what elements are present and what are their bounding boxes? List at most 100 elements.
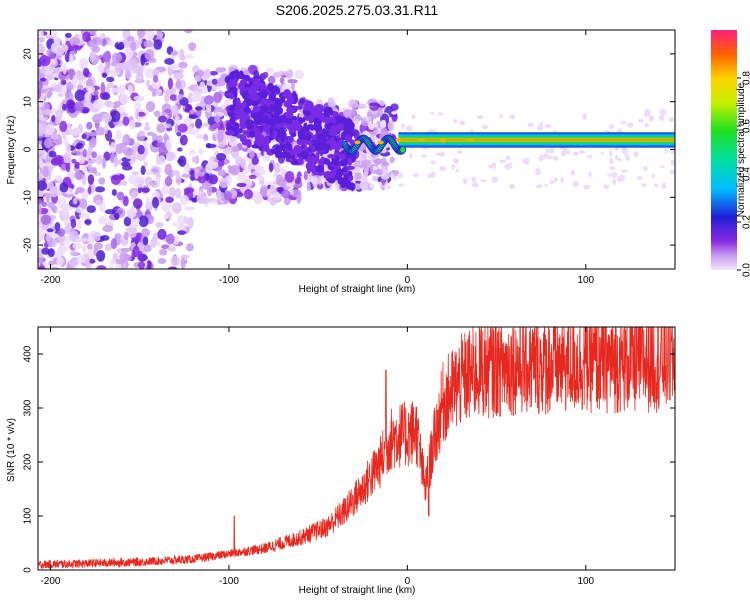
spectrogram-blob xyxy=(215,67,227,73)
spectrogram-blob xyxy=(206,143,217,149)
spectrogram-blob xyxy=(156,176,161,187)
spectrogram-blob xyxy=(211,78,218,85)
spectrogram-blob xyxy=(173,72,184,80)
spectrogram-blob xyxy=(165,196,174,203)
spectrogram-blob xyxy=(74,161,80,169)
snr-x-ticks: -200 -100 0 100 xyxy=(40,327,595,587)
spectrogram-blob xyxy=(87,163,92,171)
spectrogram-blob xyxy=(76,219,82,231)
spectrogram-blob xyxy=(341,166,348,173)
spectrogram-blob xyxy=(113,156,119,168)
spectrogram-blob xyxy=(616,157,623,162)
spectrogram-blob xyxy=(198,148,204,155)
spectrogram-blob xyxy=(142,236,149,246)
spectrogram-blob xyxy=(285,110,294,120)
spectrogram-x-tick-label: -200 xyxy=(40,275,60,286)
spectrogram-blob xyxy=(161,244,170,250)
spectrogram-blob xyxy=(109,260,117,265)
spectrogram-blob xyxy=(61,157,72,163)
spectrogram-blob xyxy=(40,214,52,226)
spectrogram-blob xyxy=(61,208,70,219)
spectrogram-blob xyxy=(214,114,221,124)
spectrogram-blob xyxy=(164,93,170,103)
spectrogram-blob xyxy=(79,59,86,69)
spectrogram-blob xyxy=(78,155,86,165)
spectrogram-blob xyxy=(123,231,129,241)
spectrogram-blob xyxy=(287,79,298,84)
spectrogram-blob xyxy=(250,94,261,101)
snr-x-label: Height of straight line (km) xyxy=(299,585,416,596)
spectrogram-blob xyxy=(323,159,330,165)
spectrogram-blob xyxy=(56,256,64,266)
spectrogram-blob xyxy=(73,101,84,112)
spectrogram-blob xyxy=(158,115,168,123)
spectrogram-blob xyxy=(96,265,107,269)
spectrogram-blob xyxy=(252,78,261,88)
spectrogram-blob xyxy=(238,128,243,134)
spectrogram-blob xyxy=(159,248,168,256)
spectrogram-blob xyxy=(156,135,164,143)
spectrogram-blob xyxy=(189,109,195,114)
spectrogram-blob xyxy=(241,90,249,100)
spectrogram-blob xyxy=(95,126,106,136)
spectrogram-blob xyxy=(64,32,72,38)
spectrogram-blob xyxy=(453,157,460,164)
spectrogram-blob xyxy=(354,172,362,180)
spectrogram-blob xyxy=(101,113,112,123)
spectrogram-blob xyxy=(387,119,395,132)
spectrogram-blob xyxy=(171,170,181,176)
spectrogram-blob xyxy=(54,221,61,232)
spectrogram-blob xyxy=(38,150,44,161)
spectrogram-blob xyxy=(134,101,142,111)
spectrogram-blob xyxy=(653,183,660,187)
spectrogram-blob xyxy=(38,68,41,76)
spectrogram-blob xyxy=(39,77,47,82)
spectrogram-blob xyxy=(109,141,117,154)
spectrogram-blob xyxy=(104,100,113,107)
spectrogram-blob xyxy=(64,37,72,43)
spectrogram-blob xyxy=(91,45,101,53)
spectrogram-blob xyxy=(246,178,253,186)
spectrogram-blob xyxy=(369,183,375,189)
spectrogram-blob xyxy=(609,157,614,165)
spectrogram-blob xyxy=(313,123,323,132)
spectrogram-blob xyxy=(453,119,458,124)
spectrogram-y-label: Frequency (Hz) xyxy=(6,116,17,185)
spectrogram-blob xyxy=(216,152,227,161)
spectrogram-y-ticks: -20 -10 0 10 20 xyxy=(23,48,675,252)
spectrogram-blob xyxy=(38,228,45,241)
spectrogram-blob xyxy=(118,41,125,50)
spectrogram-blob xyxy=(668,116,674,123)
spectrogram-blob xyxy=(48,52,56,60)
spectrogram-blob xyxy=(437,112,444,116)
spectrogram-blob xyxy=(439,166,447,172)
spectrogram-blob xyxy=(48,181,54,190)
spectrogram-blob xyxy=(82,108,89,114)
spectrogram-blob xyxy=(228,104,236,112)
spectrogram-blob xyxy=(297,157,304,164)
spectrogram-blob xyxy=(430,160,436,165)
spectrogram-blob xyxy=(128,174,139,185)
spectrogram-blob xyxy=(231,146,240,152)
spectrogram-blob xyxy=(155,68,160,76)
spectrogram-blob xyxy=(164,176,173,187)
spectrogram-blob xyxy=(624,152,629,159)
spectrogram-blob xyxy=(137,261,146,269)
spectrogram-blob xyxy=(216,189,222,201)
spectrogram-blob xyxy=(279,77,285,84)
spectrogram-blob xyxy=(151,168,159,173)
spectrogram-blob xyxy=(217,76,226,87)
spectrogram-blob xyxy=(82,31,91,43)
spectrogram-blob xyxy=(203,133,209,142)
spectrogram-blob xyxy=(316,133,327,141)
spectrogram-blob xyxy=(143,125,151,131)
spectrogram-blob xyxy=(412,173,419,178)
spectrogram-blob xyxy=(111,52,123,63)
spectrogram-blob xyxy=(268,162,274,173)
spectrogram-blob xyxy=(306,124,314,130)
spectrogram-blob xyxy=(161,200,172,213)
spectrogram-blob xyxy=(128,119,136,130)
spectrogram-blob xyxy=(430,111,434,116)
spectrogram-blob xyxy=(50,133,60,140)
spectrogram-blob xyxy=(143,244,152,253)
